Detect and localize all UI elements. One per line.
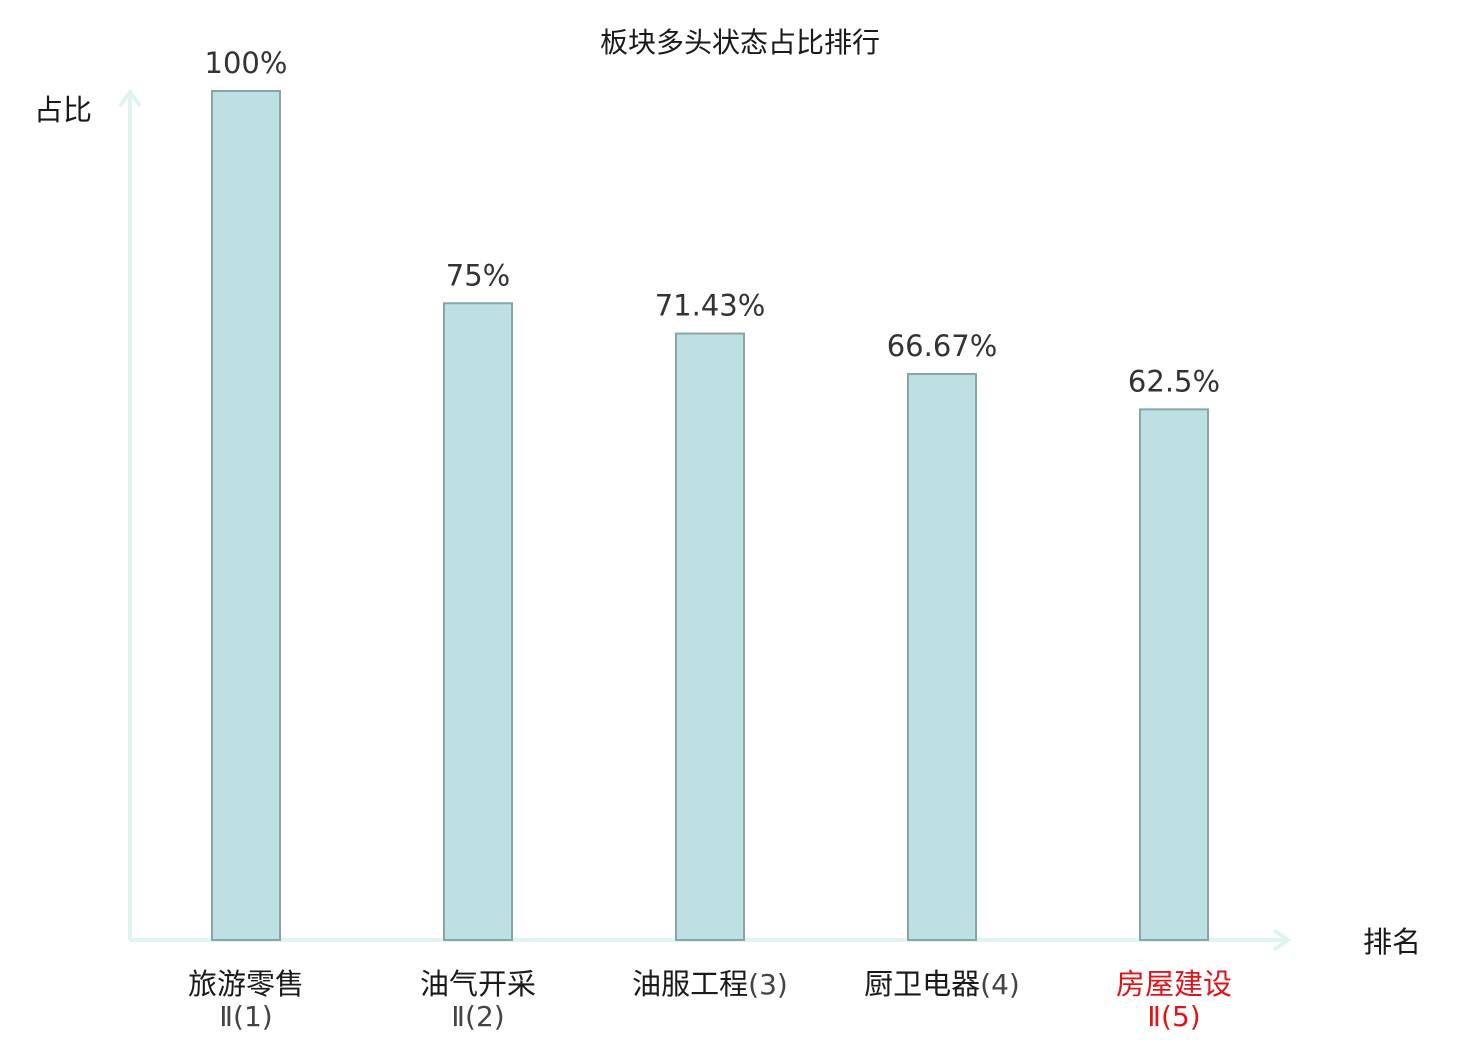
category-rank-5: Ⅱ(5) <box>1147 1000 1200 1033</box>
bar-4 <box>907 372 977 942</box>
bars-group <box>211 90 1209 942</box>
category-label-1: 旅游零售 <box>188 967 304 1001</box>
category-name-3: 油服工程 <box>632 967 748 1001</box>
value-label-5: 62.5% <box>1128 364 1220 398</box>
value-label-1: 100% <box>205 46 288 80</box>
value-label-3: 71.43% <box>655 289 766 323</box>
category-label-4: 厨卫电器(4) <box>864 967 1020 1001</box>
value-label-2: 75% <box>446 258 510 292</box>
category-rank-1: Ⅱ(1) <box>219 1000 272 1033</box>
category-label-3: 油服工程(3) <box>632 967 788 1001</box>
value-label-4: 66.67% <box>887 329 998 363</box>
x-axis: 排名 <box>130 925 1421 959</box>
category-rank-3: (3) <box>748 968 788 1001</box>
category-label-2: 油气开采 <box>420 967 536 1001</box>
y-axis: 占比 <box>34 88 142 940</box>
x-axis-label: 排名 <box>1363 925 1421 959</box>
bar-3 <box>675 332 745 941</box>
category-rank-4: (4) <box>980 968 1020 1001</box>
x-axis-arrow <box>1272 928 1292 952</box>
category-name-4: 厨卫电器 <box>864 967 980 1001</box>
y-axis-label: 占比 <box>34 93 92 127</box>
bar-5 <box>1139 408 1209 941</box>
category-rank-2: Ⅱ(2) <box>451 1000 504 1033</box>
bar-2 <box>443 302 513 941</box>
chart-title: 板块多头状态占比排行 <box>600 26 880 59</box>
value-labels-group: 100% 75% 71.43% 66.67% 62.5% <box>205 46 1221 398</box>
category-label-5: 房屋建设 <box>1116 967 1232 1001</box>
bar-1 <box>211 90 281 941</box>
y-axis-arrow <box>118 88 142 108</box>
